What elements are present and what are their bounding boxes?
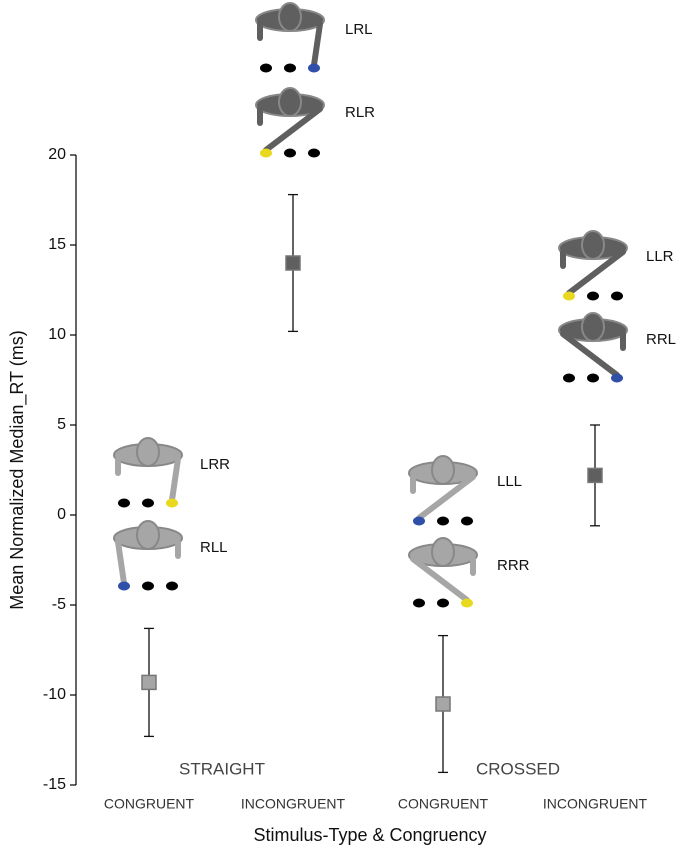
icon-dot	[611, 291, 623, 301]
icon-dot	[413, 598, 425, 608]
icon-head	[136, 437, 160, 467]
icon-dot	[437, 598, 449, 608]
y-tick-label: 0	[57, 506, 66, 523]
icon-label: RLL	[200, 539, 228, 556]
icon-head	[431, 537, 455, 567]
icon-label: RLR	[345, 104, 375, 121]
icon-dot	[611, 373, 623, 383]
icon-arm	[169, 456, 181, 503]
x-tick-label: CONGRUENT	[398, 796, 489, 812]
icon-arm	[311, 21, 323, 68]
icon-dot	[308, 63, 320, 73]
icon-label: LLL	[497, 473, 522, 490]
y-tick-label: 10	[48, 326, 66, 343]
icon-head	[581, 230, 605, 260]
icon-dot	[563, 373, 575, 383]
icon-arm	[263, 106, 323, 153]
x-tick-label: INCONGRUENT	[241, 796, 346, 812]
icon-label: RRL	[646, 331, 676, 348]
mean-marker	[285, 255, 301, 271]
icon-dot	[284, 148, 296, 158]
icon-dot	[308, 148, 320, 158]
y-tick-label: -10	[43, 686, 66, 703]
mean-marker	[141, 674, 157, 691]
icon-dot	[587, 373, 599, 383]
icon-dot	[284, 63, 296, 73]
y-tick-label: -15	[43, 776, 66, 793]
icon-label: LRL	[345, 21, 373, 38]
icon-label: RRR	[497, 557, 530, 574]
mean-marker	[435, 696, 451, 712]
icon-arm	[115, 539, 127, 586]
icon-label: LRR	[200, 456, 230, 473]
icon-dot	[461, 516, 473, 526]
group-label: STRAIGHT	[179, 759, 265, 778]
icon-label: LLR	[646, 248, 674, 265]
icon-dot	[118, 581, 130, 591]
mean-marker	[587, 467, 603, 484]
icon-head	[278, 2, 302, 32]
icon-dot	[461, 598, 473, 608]
icon-head	[431, 455, 455, 485]
icon-dot	[587, 291, 599, 301]
icon-dot	[142, 581, 154, 591]
icon-dot	[142, 498, 154, 508]
x-tick-label: CONGRUENT	[104, 796, 195, 812]
icon-dot	[260, 63, 272, 73]
x-axis-label: Stimulus-Type & Congruency	[253, 825, 486, 845]
group-label: CROSSED	[476, 759, 560, 778]
y-axis-label: Mean Normalized Median_RT (ms)	[7, 330, 28, 609]
icon-dot	[260, 148, 272, 158]
icon-arm	[566, 249, 626, 296]
icon-head	[278, 87, 302, 117]
icon-dot	[166, 581, 178, 591]
y-tick-label: 20	[48, 146, 66, 163]
icon-arm	[416, 474, 476, 521]
icon-arm	[410, 556, 470, 603]
icon-dot	[413, 516, 425, 526]
icon-dot	[166, 498, 178, 508]
icon-head	[136, 520, 160, 550]
y-tick-label: 15	[48, 236, 66, 253]
icon-dot	[437, 516, 449, 526]
icon-head	[581, 312, 605, 342]
icon-arm	[560, 331, 620, 378]
y-tick-label: -5	[52, 596, 66, 613]
x-tick-label: INCONGRUENT	[543, 796, 648, 812]
icon-dot	[118, 498, 130, 508]
icon-dot	[563, 291, 575, 301]
y-tick-label: 5	[57, 416, 66, 433]
